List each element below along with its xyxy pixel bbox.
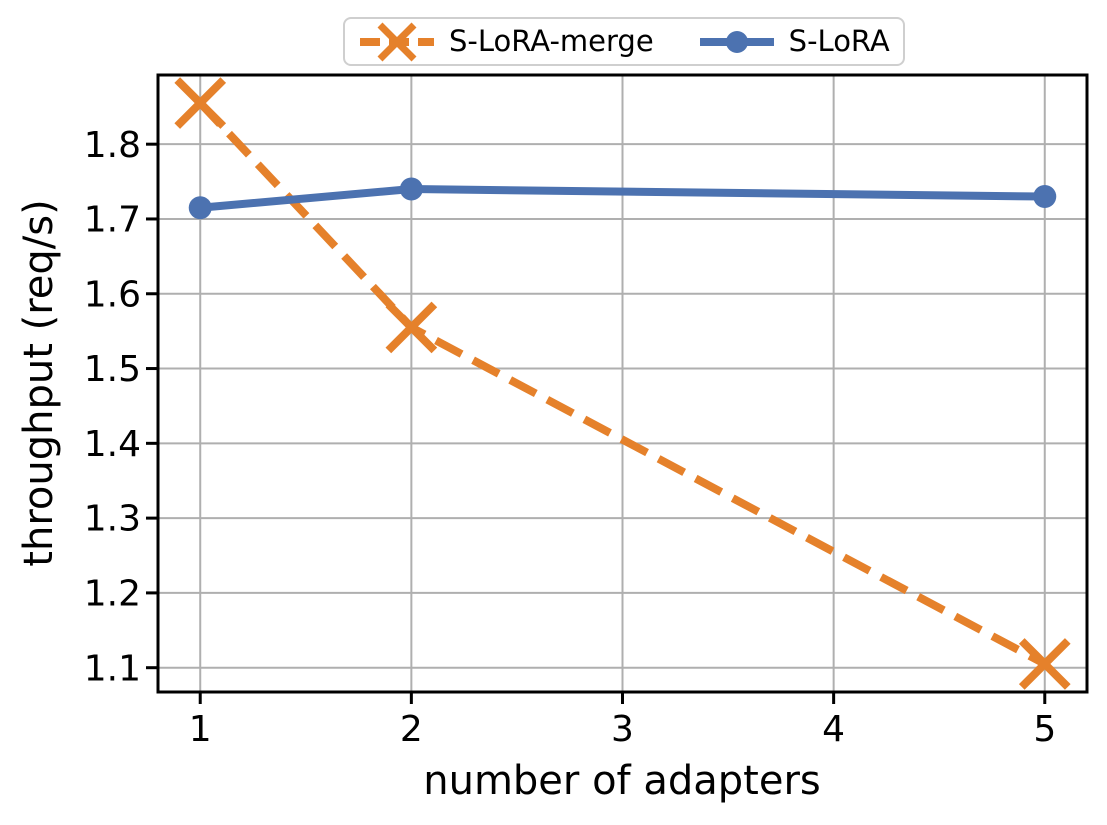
data-point-marker [399, 177, 423, 201]
series-s-lora-merge [174, 77, 1071, 690]
y-tick-label: 1.5 [84, 349, 141, 390]
tick-label-layer: 1 2 3 4 5 1.1 1.2 1.3 1.4 1.5 1.6 1.7 1.8 [84, 125, 1056, 750]
data-point-marker [174, 77, 227, 129]
y-tick-label: 1.6 [84, 274, 141, 315]
x-tick-label: 3 [611, 709, 634, 750]
x-tick-label: 2 [400, 709, 423, 750]
x-axis-label: number of adapters [423, 758, 820, 804]
x-tick-label: 5 [1033, 709, 1056, 750]
legend: S-LoRA-merge S-LoRA [343, 17, 905, 66]
series-layer [174, 77, 1071, 690]
dashed-x-marker-icon [360, 22, 434, 61]
data-point-marker [1033, 185, 1057, 209]
legend-item-s-lora-merge: S-LoRA-merge [358, 20, 654, 64]
y-tick-label: 1.1 [84, 648, 141, 689]
y-tick-label: 1.8 [84, 125, 141, 166]
x-tick-label: 1 [189, 709, 212, 750]
data-point-marker [1018, 638, 1071, 690]
y-tick-label: 1.4 [84, 424, 141, 465]
series-s-lora [188, 177, 1057, 220]
data-point-marker [385, 301, 438, 354]
legend-item-s-lora: S-LoRA [698, 20, 890, 64]
tick-layer [146, 142, 1047, 704]
solid-circle-marker-icon [699, 30, 774, 53]
y-tick-label: 1.2 [84, 574, 141, 615]
legend-label-s-lora-merge: S-LoRA-merge [449, 24, 654, 58]
y-tick-label: 1.7 [84, 200, 141, 241]
grid-layer [158, 75, 1087, 692]
y-tick-label: 1.3 [84, 499, 141, 540]
data-point-marker [188, 196, 212, 220]
x-tick-label: 4 [822, 709, 845, 750]
y-axis-label: throughput (req/s) [16, 199, 62, 566]
legend-label-s-lora: S-LoRA [788, 24, 890, 58]
